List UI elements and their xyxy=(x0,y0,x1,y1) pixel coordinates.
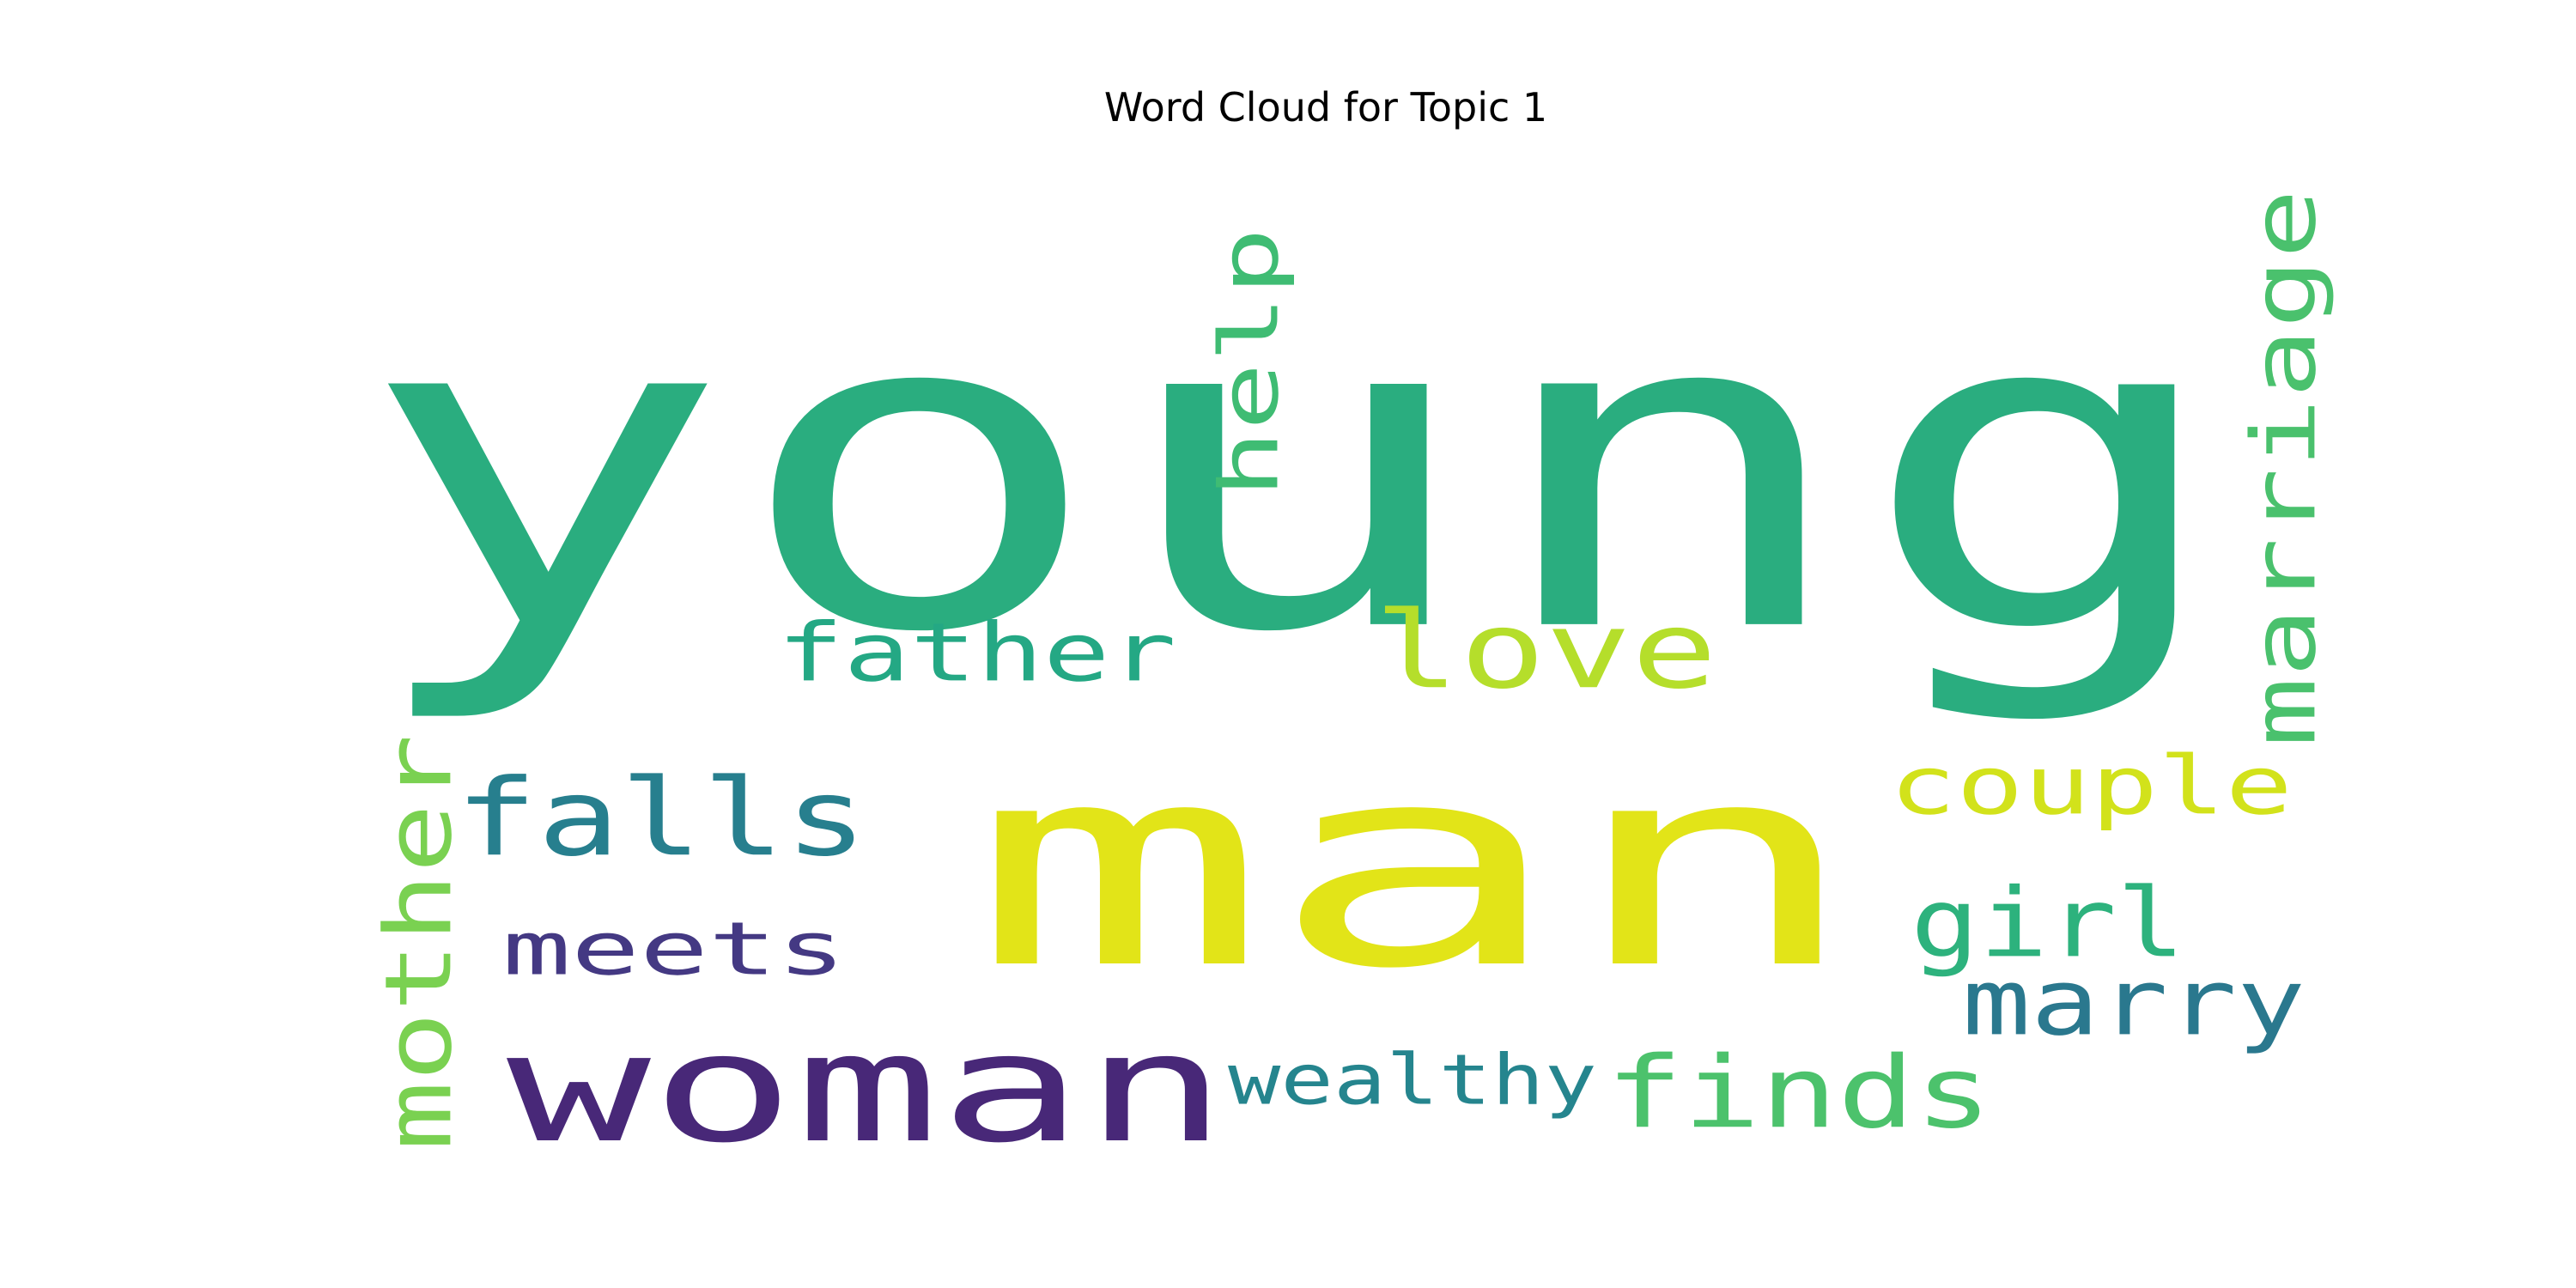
word-marriage: marriage xyxy=(2233,189,2336,747)
word-love: love xyxy=(1374,588,1717,713)
word-young: young xyxy=(356,216,2233,729)
word-falls: falls xyxy=(455,756,867,880)
word-couple: couple xyxy=(1889,738,2293,832)
word-man: man xyxy=(970,705,1863,1030)
word-girl: girl xyxy=(1911,867,2185,979)
word-finds: finds xyxy=(1606,1036,1992,1151)
word-marry: marry xyxy=(1962,950,2306,1056)
word-father: father xyxy=(777,605,1176,700)
word-mother: mother xyxy=(365,734,472,1151)
word-help: help xyxy=(1202,228,1297,498)
word-woman: woman xyxy=(507,1001,1228,1176)
word-meets: meets xyxy=(502,907,846,992)
word-wealthy: wealthy xyxy=(1228,1039,1597,1121)
figure-title: Word Cloud for Topic 1 xyxy=(1103,84,1548,131)
